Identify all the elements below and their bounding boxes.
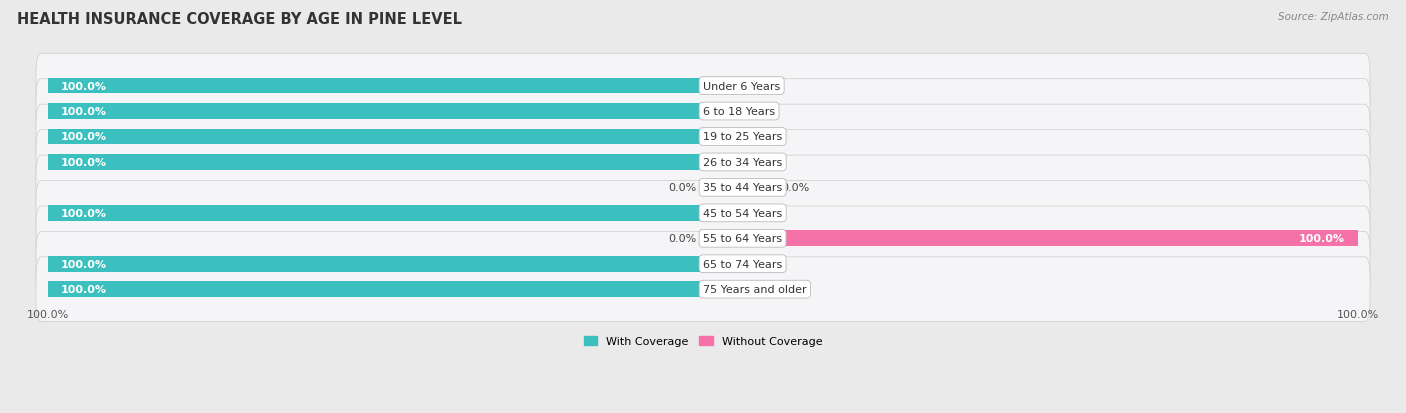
FancyBboxPatch shape [37,232,1369,297]
FancyBboxPatch shape [37,105,1369,169]
FancyBboxPatch shape [37,257,1369,322]
Bar [48,256,703,272]
Text: 35 to 44 Years: 35 to 44 Years [703,183,782,193]
Text: 0.0%: 0.0% [742,208,770,218]
Text: 55 to 64 Years: 55 to 64 Years [703,234,782,244]
Text: 100.0%: 100.0% [60,285,107,294]
Text: 0.0%: 0.0% [742,81,770,91]
FancyBboxPatch shape [37,80,1369,144]
Text: 0.0%: 0.0% [668,183,696,193]
Bar [48,205,703,221]
Text: 0.0%: 0.0% [782,183,810,193]
Text: 100.0%: 100.0% [1299,234,1346,244]
Text: HEALTH INSURANCE COVERAGE BY AGE IN PINE LEVEL: HEALTH INSURANCE COVERAGE BY AGE IN PINE… [17,12,463,27]
Text: 0.0%: 0.0% [742,158,770,168]
Bar [703,231,735,247]
Text: Under 6 Years: Under 6 Years [703,81,780,91]
Bar [703,104,735,120]
Text: 0.0%: 0.0% [742,107,770,117]
Bar [703,180,735,196]
Bar [48,129,703,145]
Bar [703,78,735,94]
Text: 100.0%: 100.0% [60,81,107,91]
Text: 100.0%: 100.0% [60,208,107,218]
Text: 26 to 34 Years: 26 to 34 Years [703,158,782,168]
Bar [703,231,1358,247]
Bar [703,282,735,297]
Bar [48,282,703,297]
Legend: With Coverage, Without Coverage: With Coverage, Without Coverage [579,331,827,351]
FancyBboxPatch shape [37,206,1369,271]
Text: 75 Years and older: 75 Years and older [703,285,807,294]
FancyBboxPatch shape [37,156,1369,220]
Text: 100.0%: 100.0% [60,132,107,142]
Bar [703,256,735,272]
Text: 19 to 25 Years: 19 to 25 Years [703,132,782,142]
Bar [703,155,735,171]
FancyBboxPatch shape [37,181,1369,246]
FancyBboxPatch shape [37,54,1369,119]
Text: 0.0%: 0.0% [668,234,696,244]
Text: 45 to 54 Years: 45 to 54 Years [703,208,782,218]
Text: 0.0%: 0.0% [742,132,770,142]
Bar [48,104,703,120]
Text: Source: ZipAtlas.com: Source: ZipAtlas.com [1278,12,1389,22]
Bar [48,155,703,171]
Text: 65 to 74 Years: 65 to 74 Years [703,259,782,269]
Text: 6 to 18 Years: 6 to 18 Years [703,107,775,117]
Bar [48,78,703,94]
Text: 100.0%: 100.0% [60,259,107,269]
Text: 100.0%: 100.0% [60,158,107,168]
Bar [742,180,775,196]
Text: 100.0%: 100.0% [60,107,107,117]
Text: 0.0%: 0.0% [742,259,770,269]
Bar [703,205,735,221]
Bar [703,129,735,145]
FancyBboxPatch shape [37,131,1369,195]
Text: 0.0%: 0.0% [742,285,770,294]
